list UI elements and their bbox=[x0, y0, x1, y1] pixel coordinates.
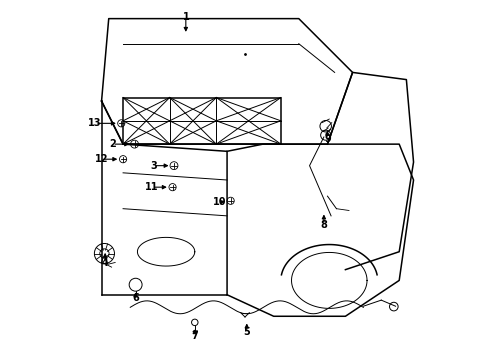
Text: 11: 11 bbox=[145, 182, 158, 192]
Text: 5: 5 bbox=[244, 327, 250, 337]
Text: 2: 2 bbox=[109, 139, 116, 149]
Text: 12: 12 bbox=[95, 154, 108, 164]
Text: 3: 3 bbox=[150, 161, 157, 171]
Text: 10: 10 bbox=[213, 197, 227, 207]
Text: 1: 1 bbox=[182, 12, 189, 22]
Text: 4: 4 bbox=[102, 258, 108, 268]
Text: 6: 6 bbox=[132, 293, 139, 303]
Text: 13: 13 bbox=[88, 118, 102, 128]
Text: 8: 8 bbox=[320, 220, 327, 230]
Text: 7: 7 bbox=[192, 331, 198, 341]
Text: 9: 9 bbox=[324, 134, 331, 144]
